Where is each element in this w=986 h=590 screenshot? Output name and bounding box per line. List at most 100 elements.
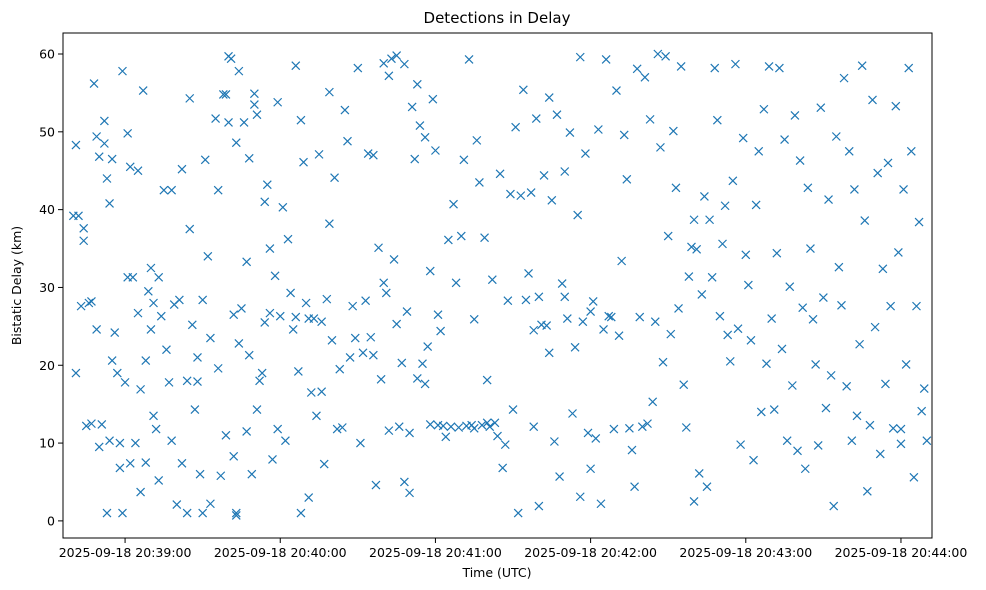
scatter-point bbox=[893, 248, 903, 257]
scatter-point bbox=[174, 295, 184, 305]
scatter-point bbox=[826, 370, 836, 380]
scatter-point bbox=[862, 486, 872, 496]
y-tick-label: 10 bbox=[39, 436, 55, 451]
scatter-point bbox=[586, 464, 596, 474]
scatter-point bbox=[200, 155, 210, 165]
scatter-point bbox=[425, 419, 435, 429]
scatter-point bbox=[312, 411, 321, 421]
scatter-point bbox=[712, 115, 722, 125]
scatter-point bbox=[304, 493, 314, 502]
scatter-point bbox=[366, 332, 376, 342]
scatter-point bbox=[149, 298, 158, 308]
scatter-point bbox=[79, 223, 89, 233]
scatter-point bbox=[606, 312, 616, 322]
scatter-point bbox=[865, 420, 875, 430]
scatter-point bbox=[769, 405, 779, 415]
scatter-point bbox=[221, 430, 231, 440]
scatter-point bbox=[273, 97, 283, 107]
scatter-point bbox=[350, 333, 360, 343]
scatter-point bbox=[193, 377, 202, 387]
scatter-point bbox=[221, 90, 231, 99]
scatter-point bbox=[410, 154, 420, 164]
scatter-point bbox=[293, 367, 303, 376]
scatter-point bbox=[216, 471, 226, 481]
scatter-point bbox=[762, 359, 771, 369]
scatter-point bbox=[234, 66, 244, 76]
scatter-point bbox=[795, 156, 805, 166]
scatter-point bbox=[143, 286, 153, 296]
scatter-point bbox=[676, 62, 686, 71]
scatter-point bbox=[92, 325, 102, 334]
scatter-point bbox=[738, 133, 748, 143]
scatter-point bbox=[425, 266, 435, 276]
scatter-point bbox=[125, 458, 135, 468]
scatter-point bbox=[511, 122, 521, 132]
scatter-point bbox=[195, 469, 205, 479]
scatter-point bbox=[878, 264, 888, 274]
scatter-point bbox=[689, 497, 699, 506]
scatter-point bbox=[198, 508, 208, 518]
scatter-point bbox=[653, 49, 663, 59]
scatter-point bbox=[648, 397, 658, 407]
scatter-point bbox=[244, 153, 254, 163]
scatter-point bbox=[102, 174, 112, 183]
scatter-point bbox=[265, 244, 275, 253]
scatter-point bbox=[498, 463, 508, 473]
scatter-point bbox=[834, 262, 844, 272]
scatter-point bbox=[493, 431, 502, 441]
scatter-point bbox=[630, 482, 639, 492]
scatter-point bbox=[798, 303, 808, 313]
scatter-point bbox=[847, 436, 857, 446]
scatter-point bbox=[296, 115, 306, 125]
scatter-point bbox=[612, 86, 621, 96]
scatter-point bbox=[162, 345, 171, 355]
scatter-point bbox=[319, 459, 329, 469]
scatter-point bbox=[560, 167, 570, 176]
scatter-point bbox=[604, 311, 614, 321]
scatter-point bbox=[852, 411, 862, 421]
scatter-point bbox=[71, 140, 81, 150]
scatter-point bbox=[368, 150, 378, 160]
scatter-point bbox=[860, 216, 870, 225]
scatter-point bbox=[539, 170, 549, 180]
scatter-point bbox=[198, 295, 208, 305]
scatter-point bbox=[205, 333, 215, 343]
scatter-point bbox=[469, 314, 479, 324]
scatter-point bbox=[697, 290, 707, 299]
scatter-point bbox=[772, 248, 782, 258]
scatter-point bbox=[658, 357, 668, 367]
scatter-point bbox=[774, 63, 784, 73]
scatter-point bbox=[327, 335, 337, 345]
scatter-point bbox=[371, 480, 381, 490]
scatter-point bbox=[906, 146, 916, 156]
y-axis-label: Bistatic Delay (km) bbox=[9, 226, 24, 345]
scatter-point bbox=[317, 387, 327, 397]
scatter-point bbox=[335, 364, 345, 374]
scatter-point bbox=[381, 288, 391, 298]
scatter-point bbox=[146, 263, 156, 273]
scatter-point bbox=[428, 94, 438, 104]
scatter-point bbox=[278, 202, 288, 212]
scatter-point bbox=[283, 234, 293, 244]
scatter-point bbox=[317, 317, 327, 327]
scatter-point bbox=[888, 423, 898, 433]
scatter-point bbox=[912, 301, 921, 311]
scatter-point bbox=[187, 320, 197, 330]
scatter-point bbox=[185, 93, 195, 103]
scatter-point bbox=[348, 301, 358, 311]
scatter-point bbox=[231, 138, 241, 148]
scatter-point bbox=[275, 311, 285, 321]
scatter-point bbox=[692, 244, 702, 254]
scatter-point bbox=[754, 146, 764, 156]
scatter-point bbox=[358, 348, 368, 358]
scatter-point bbox=[412, 374, 422, 383]
scatter-point bbox=[839, 73, 849, 83]
scatter-point bbox=[723, 330, 733, 340]
scatter-point bbox=[262, 180, 272, 190]
scatter-point bbox=[431, 146, 440, 155]
scatter-point bbox=[138, 86, 148, 96]
scatter-point bbox=[837, 300, 846, 310]
scatter-point bbox=[454, 423, 464, 432]
scatter-point bbox=[681, 423, 691, 432]
